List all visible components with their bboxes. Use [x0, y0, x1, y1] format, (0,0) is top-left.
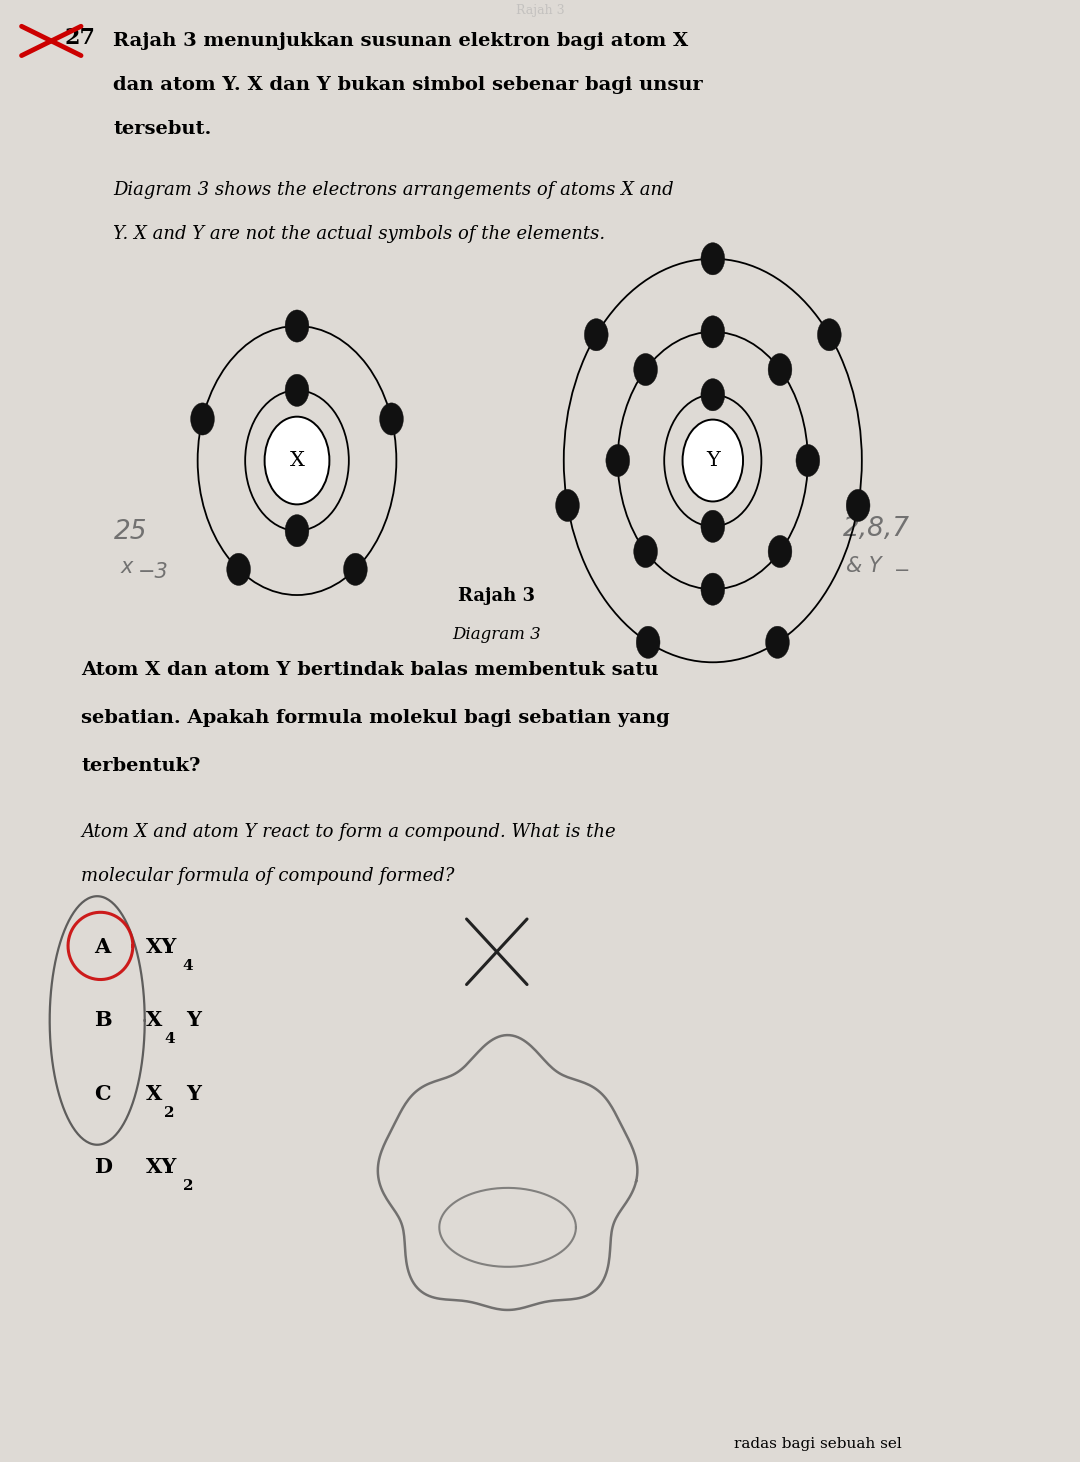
Circle shape [634, 354, 658, 386]
Circle shape [701, 243, 725, 275]
Text: Diagram 3: Diagram 3 [453, 626, 541, 643]
Text: molecular formula of compound formed?: molecular formula of compound formed? [81, 867, 455, 885]
Circle shape [285, 310, 309, 342]
Circle shape [847, 490, 870, 522]
Circle shape [701, 573, 725, 605]
Text: dan atom Y. X dan Y bukan simbol sebenar bagi unsur: dan atom Y. X dan Y bukan simbol sebenar… [113, 76, 703, 94]
Circle shape [634, 535, 658, 567]
Text: C: C [94, 1083, 111, 1104]
Text: B: B [94, 1010, 111, 1031]
Text: & Y: & Y [846, 556, 881, 576]
Circle shape [606, 444, 630, 477]
Text: X: X [146, 1010, 162, 1031]
Text: tersebut.: tersebut. [113, 120, 212, 137]
Text: X: X [289, 452, 305, 469]
Text: −: − [894, 561, 910, 579]
Text: XY: XY [146, 937, 177, 958]
Text: XY: XY [146, 1156, 177, 1177]
Text: Y: Y [186, 1083, 201, 1104]
Text: Diagram 3 shows the electrons arrangements of atoms X and: Diagram 3 shows the electrons arrangemen… [113, 181, 674, 199]
Text: radas bagi sebuah sel: radas bagi sebuah sel [734, 1437, 902, 1452]
Text: Rajah 3: Rajah 3 [458, 588, 536, 605]
Circle shape [227, 553, 251, 585]
Circle shape [584, 319, 608, 351]
Text: x: x [121, 557, 133, 577]
Text: −3: −3 [138, 561, 168, 582]
Text: Y. X and Y are not the actual symbols of the elements.: Y. X and Y are not the actual symbols of… [113, 225, 606, 243]
Circle shape [285, 515, 309, 547]
Text: A: A [94, 937, 111, 958]
Circle shape [701, 510, 725, 542]
Circle shape [555, 490, 579, 522]
Circle shape [636, 626, 660, 658]
Circle shape [818, 319, 841, 351]
Circle shape [191, 404, 215, 436]
Text: 27: 27 [65, 26, 96, 50]
Text: Y: Y [186, 1010, 201, 1031]
Text: Y: Y [706, 452, 719, 469]
Circle shape [379, 404, 403, 436]
Circle shape [265, 417, 329, 504]
Text: D: D [94, 1156, 111, 1177]
Circle shape [796, 444, 820, 477]
Circle shape [343, 553, 367, 585]
Text: Atom X and atom Y react to form a compound. What is the: Atom X and atom Y react to form a compou… [81, 823, 616, 841]
Circle shape [768, 535, 792, 567]
Text: terbentuk?: terbentuk? [81, 757, 201, 775]
Text: 2: 2 [183, 1178, 193, 1193]
Text: 4: 4 [164, 1032, 175, 1047]
Text: Rajah 3 menunjukkan susunan elektron bagi atom X: Rajah 3 menunjukkan susunan elektron bag… [113, 32, 689, 50]
Text: 25: 25 [113, 519, 147, 545]
Text: X: X [146, 1083, 162, 1104]
Text: 2: 2 [164, 1105, 175, 1120]
Text: 2,8,7: 2,8,7 [842, 516, 909, 542]
Text: 4: 4 [183, 959, 193, 974]
Circle shape [701, 316, 725, 348]
Circle shape [766, 626, 789, 658]
Text: sebatian. Apakah formula molekul bagi sebatian yang: sebatian. Apakah formula molekul bagi se… [81, 709, 670, 727]
Circle shape [683, 420, 743, 501]
Circle shape [285, 374, 309, 406]
Circle shape [768, 354, 792, 386]
Circle shape [701, 379, 725, 411]
Text: Atom X dan atom Y bertindak balas membentuk satu: Atom X dan atom Y bertindak balas memben… [81, 661, 659, 678]
Text: Rajah 3: Rajah 3 [515, 4, 565, 18]
